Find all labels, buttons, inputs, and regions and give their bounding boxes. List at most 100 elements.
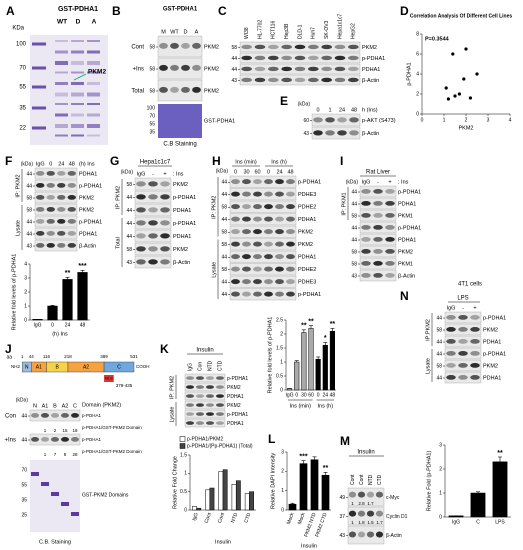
blot-strip bbox=[347, 506, 385, 526]
quant: 1 bbox=[351, 501, 354, 506]
row-label: p-PDHA1/GST-PKM2 Domain bbox=[82, 425, 142, 430]
band bbox=[348, 77, 359, 83]
band bbox=[385, 273, 395, 278]
kda-marker: 35 bbox=[149, 129, 155, 135]
gel-band bbox=[55, 50, 68, 54]
gel-band bbox=[71, 92, 84, 97]
lane-label: DLD-1 bbox=[297, 24, 303, 39]
x-tick-label: 30 bbox=[301, 392, 307, 398]
kda-marker: 58 bbox=[221, 230, 227, 236]
band bbox=[286, 229, 295, 235]
band bbox=[458, 363, 468, 368]
caption: C.B. Staining bbox=[39, 539, 71, 545]
band bbox=[264, 191, 273, 197]
band bbox=[242, 254, 251, 260]
group-label: IP: PKM2 bbox=[211, 196, 217, 219]
y-axis-label: Relative Fold (p-PDHA1) bbox=[426, 451, 432, 512]
band bbox=[36, 195, 45, 200]
lane-label: IgG bbox=[187, 363, 193, 371]
cell-label: 4T1 cells bbox=[458, 282, 482, 288]
bar bbox=[77, 272, 88, 321]
blot-strip bbox=[34, 227, 78, 240]
blot-strip bbox=[359, 209, 397, 222]
legend-swatch bbox=[179, 443, 186, 449]
kda-marker: 44 bbox=[231, 56, 237, 62]
band bbox=[264, 266, 273, 272]
y-tick-label: 4 bbox=[416, 71, 419, 77]
row-label: p-PDHA1 bbox=[398, 189, 421, 195]
band bbox=[281, 66, 292, 72]
band bbox=[253, 229, 262, 235]
lane-label: Hepa1c1c7 bbox=[337, 13, 343, 39]
y-tick-label: 2 bbox=[439, 466, 442, 472]
blot-strip bbox=[29, 409, 81, 422]
band bbox=[46, 219, 55, 224]
band bbox=[241, 77, 253, 83]
band bbox=[313, 130, 323, 136]
lane-label: IgG bbox=[137, 171, 146, 177]
band bbox=[31, 437, 39, 442]
band bbox=[264, 179, 273, 185]
band bbox=[348, 491, 357, 498]
band bbox=[46, 207, 55, 212]
row-label: PKM1 bbox=[398, 261, 413, 267]
row-label: PDHA1 bbox=[227, 394, 244, 400]
group-label: +Ins bbox=[4, 438, 16, 444]
row-label: p-PDHA1 bbox=[227, 376, 248, 382]
gel-band bbox=[55, 113, 68, 117]
band bbox=[253, 179, 262, 185]
band bbox=[160, 246, 170, 252]
gel-band bbox=[71, 61, 84, 65]
band bbox=[275, 204, 284, 210]
arrow bbox=[73, 73, 87, 81]
bar bbox=[492, 461, 508, 518]
y-tick-label: 1.5 bbox=[276, 345, 283, 351]
band bbox=[253, 279, 262, 285]
lane-label: 0 bbox=[316, 107, 319, 113]
band bbox=[57, 183, 66, 188]
band bbox=[268, 55, 279, 61]
band bbox=[36, 207, 45, 212]
lane-label: HCT116 bbox=[271, 21, 277, 39]
kda-marker: 44 bbox=[126, 221, 132, 227]
band bbox=[51, 413, 59, 418]
blot-strip bbox=[184, 409, 226, 419]
kda-unit: (kDa) bbox=[298, 101, 311, 107]
domain-label: C bbox=[117, 364, 121, 370]
band bbox=[385, 225, 395, 230]
quant: 18 bbox=[72, 428, 78, 433]
group-label: Lysate bbox=[425, 358, 431, 374]
band bbox=[231, 241, 240, 247]
band bbox=[361, 249, 371, 254]
band bbox=[337, 130, 347, 136]
band bbox=[286, 216, 295, 222]
y-tick-label: 0 bbox=[281, 507, 284, 513]
row-label: PKM2 bbox=[79, 207, 94, 213]
aa-label: aa bbox=[6, 354, 12, 360]
significance: ** bbox=[323, 465, 329, 472]
lane-label: Cont bbox=[359, 474, 365, 485]
blot-strip bbox=[229, 213, 297, 226]
band bbox=[253, 254, 262, 260]
band bbox=[446, 363, 456, 368]
kda-marker: 58 bbox=[351, 261, 357, 267]
band bbox=[36, 219, 45, 224]
domain-label: B bbox=[56, 364, 60, 370]
band bbox=[242, 216, 251, 222]
panel-letter: N bbox=[400, 289, 409, 303]
y-axis-label: Relative DAPI Intensity bbox=[270, 453, 276, 509]
band bbox=[170, 42, 179, 49]
blot-strip bbox=[239, 74, 361, 86]
panel-letter: D bbox=[400, 4, 409, 18]
blot-strip bbox=[34, 203, 78, 216]
bar bbox=[329, 330, 336, 391]
quant: 1 bbox=[44, 428, 47, 433]
ladder-band bbox=[32, 85, 46, 89]
row-label: GST-PKM2 Domains bbox=[82, 492, 129, 498]
gel-band bbox=[87, 50, 100, 54]
band bbox=[375, 491, 384, 498]
group-label: Ins (h) bbox=[317, 403, 333, 409]
x-tick-label: IgG bbox=[286, 392, 294, 398]
x-tick-label: 2 bbox=[465, 117, 468, 123]
significance: ** bbox=[301, 323, 307, 330]
